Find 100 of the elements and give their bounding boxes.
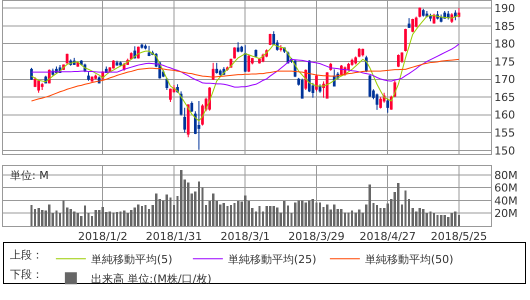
bar	[76, 213, 79, 226]
bar	[422, 208, 424, 226]
bar	[137, 204, 140, 226]
line-series	[31, 58, 460, 102]
bar	[283, 201, 286, 226]
candlestick	[236, 42, 240, 53]
y-tick-label: 180	[494, 38, 516, 51]
candlestick	[404, 28, 407, 52]
bar	[368, 184, 372, 226]
x-tick-label: 2018/5/25	[430, 230, 488, 244]
bar	[219, 204, 222, 226]
bar	[134, 207, 136, 226]
bar	[312, 199, 314, 226]
candlestick	[340, 64, 343, 76]
candlestick	[347, 62, 350, 72]
candlestick	[198, 100, 200, 150]
candlestick	[426, 10, 428, 18]
candlestick	[112, 60, 115, 70]
candlestick	[190, 100, 194, 113]
bar	[440, 215, 442, 226]
bar	[98, 210, 100, 226]
bar	[415, 211, 418, 226]
legend-label: 単純移動平均(50)	[364, 253, 454, 266]
candlestick	[318, 84, 322, 94]
bar	[426, 213, 428, 226]
legend-title: 上段：	[10, 248, 43, 262]
y-tick-label: 190	[494, 2, 516, 15]
bar	[326, 204, 328, 226]
bar	[418, 208, 421, 226]
bar	[447, 217, 450, 226]
candlestick	[458, 8, 460, 18]
y-tick-label: 185	[494, 20, 516, 33]
candlestick	[212, 62, 215, 80]
candlestick	[258, 57, 261, 64]
candlestick	[418, 6, 422, 18]
bar	[187, 182, 190, 226]
x-tick-label: 2018/1/31	[146, 230, 202, 244]
bar	[304, 202, 307, 226]
line-series	[31, 14, 460, 122]
candlestick	[429, 13, 432, 22]
x-tick-label: 2018/3/1	[220, 230, 270, 244]
candlestick	[233, 46, 236, 60]
annotation: 単位: M	[10, 169, 49, 182]
candlestick	[254, 48, 258, 58]
bar	[166, 194, 168, 226]
candlestick	[30, 67, 33, 80]
bar	[340, 208, 343, 226]
bar	[336, 208, 339, 226]
bar	[333, 204, 336, 226]
candlestick	[376, 93, 378, 110]
candlestick	[247, 54, 250, 73]
y-tick-label: 175	[494, 55, 516, 68]
candlestick	[90, 76, 94, 82]
bar	[155, 193, 158, 226]
candlestick	[397, 54, 400, 68]
bar	[70, 208, 72, 226]
y-tick-label: 40M	[494, 194, 518, 208]
bar	[102, 206, 104, 226]
x-tick-label: 2018/3/29	[288, 230, 345, 244]
bar	[354, 212, 357, 226]
y-tick-label: 150	[494, 144, 516, 158]
legend-label: 単純移動平均(25)	[228, 253, 316, 266]
bar	[272, 206, 275, 226]
bar	[108, 211, 112, 226]
candlestick	[350, 58, 354, 66]
line-series	[31, 44, 460, 88]
bar	[48, 204, 50, 226]
candlestick	[140, 43, 144, 50]
bar	[222, 203, 225, 226]
candlestick	[361, 48, 364, 58]
bar	[276, 207, 278, 226]
y-tick-label: 160	[494, 108, 516, 122]
candlestick	[300, 78, 304, 99]
bar	[297, 200, 300, 226]
y-tick-label: 155	[494, 126, 516, 140]
bar	[244, 195, 246, 226]
bar	[358, 209, 360, 226]
y-tick-label: 170	[494, 73, 516, 86]
x-tick-label: 2018/1/2	[78, 230, 128, 244]
candlestick	[422, 8, 425, 18]
bar	[122, 210, 126, 226]
candlestick	[315, 74, 318, 92]
candlestick	[432, 13, 436, 24]
candlestick	[66, 53, 68, 64]
bar	[73, 211, 76, 226]
candlestick	[87, 72, 90, 82]
y-tick-label: 60M	[494, 182, 518, 195]
candlestick	[244, 44, 247, 73]
bar	[265, 206, 268, 226]
x-tick-label: 2018/4/27	[359, 230, 416, 244]
candlestick	[446, 10, 450, 20]
bar	[269, 206, 272, 226]
candlestick	[440, 14, 442, 23]
bar	[41, 210, 44, 226]
candlestick	[37, 80, 40, 94]
candlestick	[94, 74, 97, 80]
bar	[444, 215, 446, 226]
candlestick	[358, 47, 361, 58]
bar	[236, 201, 240, 226]
y-tick-label: 165	[494, 90, 516, 104]
